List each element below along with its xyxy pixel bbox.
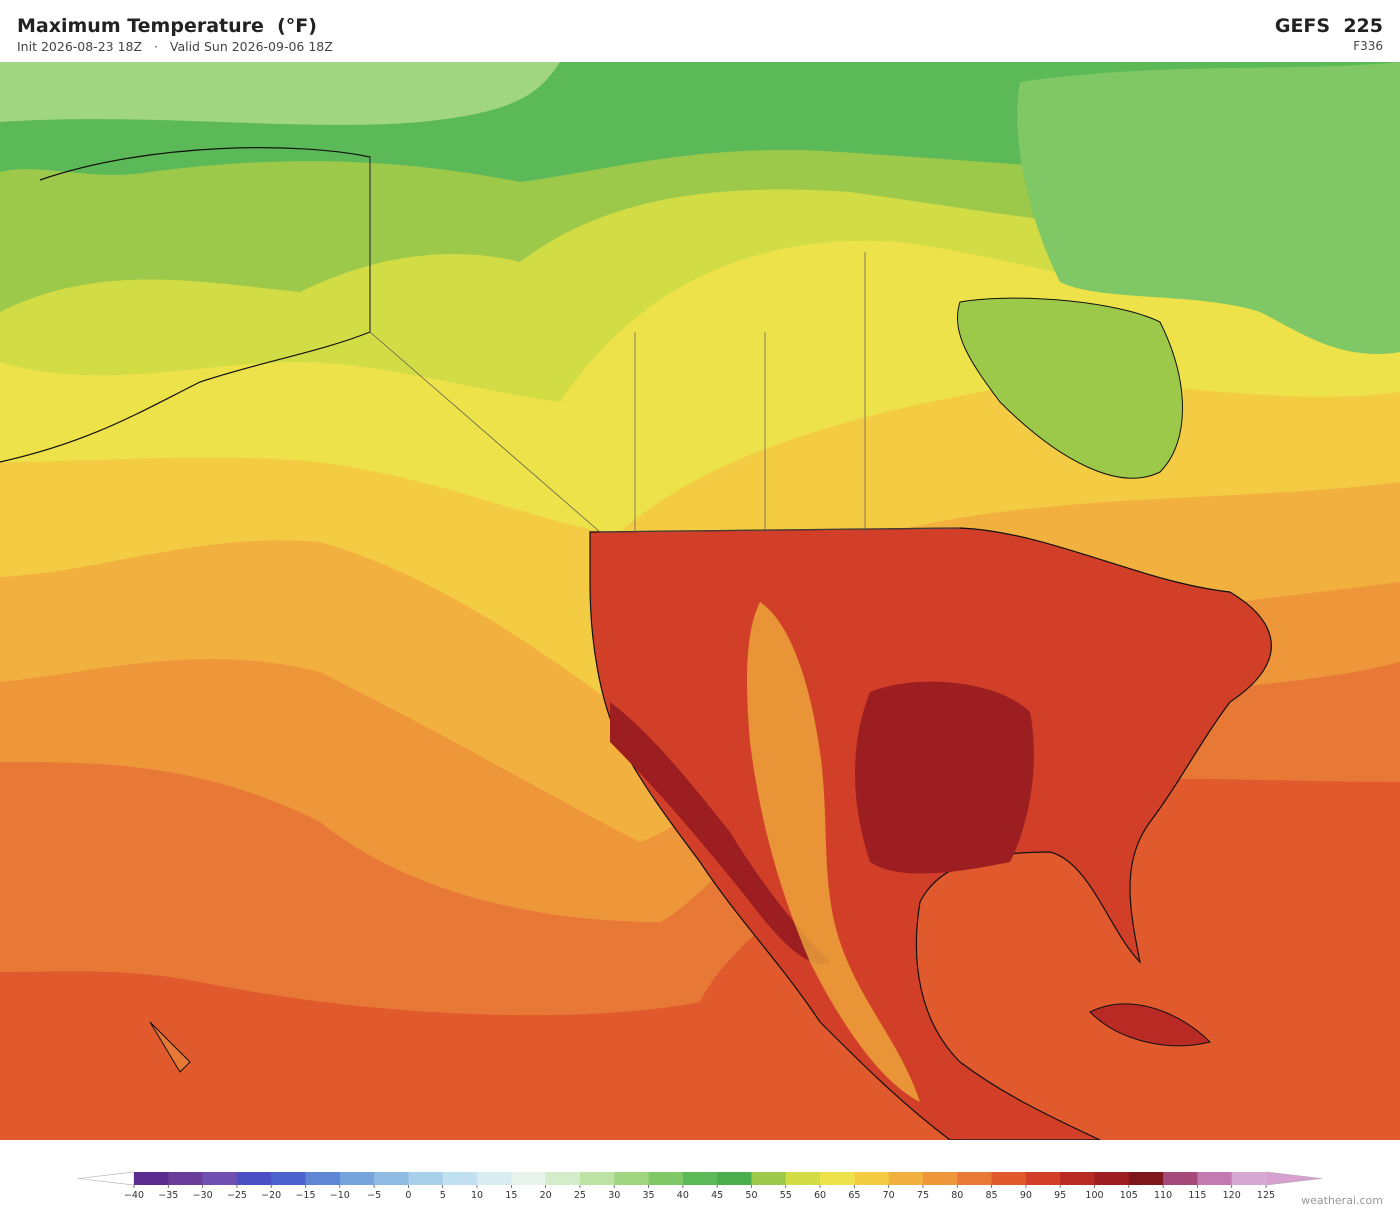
colorbar-segment — [682, 1172, 718, 1185]
colorbar-segment — [785, 1172, 821, 1185]
tick-label: 70 — [883, 1190, 895, 1201]
colorbar-segment — [888, 1172, 924, 1185]
colorbar-segment — [236, 1172, 272, 1185]
tick-label: 80 — [951, 1190, 963, 1201]
tick-label: 95 — [1054, 1190, 1066, 1201]
colorbar-segment — [511, 1172, 547, 1185]
colorbar-segment — [477, 1172, 512, 1185]
colorbar-segment — [991, 1172, 1027, 1185]
colorbar-segment — [1025, 1172, 1061, 1185]
tick-label: 65 — [848, 1190, 860, 1201]
tick-label: −30 — [193, 1190, 213, 1201]
tick-label: −25 — [227, 1190, 247, 1201]
tick-label: 25 — [574, 1190, 586, 1201]
tick-label: 45 — [711, 1190, 723, 1201]
colorbar-segment — [1094, 1172, 1130, 1185]
colorbar-segment — [442, 1172, 478, 1185]
colorbar-over — [1265, 1171, 1323, 1186]
hudson-bay — [956, 297, 1183, 479]
map-title: Maximum Temperature (°F) — [17, 15, 317, 37]
field — [855, 681, 1034, 874]
colorbar-segment — [922, 1172, 958, 1185]
tick-label: 35 — [642, 1190, 654, 1201]
colorbar-segment — [614, 1172, 650, 1185]
colorbar-segment — [957, 1172, 993, 1185]
tick-label: 20 — [540, 1190, 552, 1201]
tick-label: 105 — [1120, 1190, 1138, 1201]
colorbar-segment — [579, 1172, 615, 1185]
colorbar-segment — [202, 1172, 238, 1185]
tick-label: 10 — [471, 1190, 483, 1201]
tick-label: 75 — [917, 1190, 929, 1201]
coastline — [0, 147, 371, 463]
subtitle: Init 2026-08-23 18Z · Valid Sun 2026-09-… — [17, 39, 333, 54]
colorbar: −40 −35 −30 −25 −20 −15 −10 −5 0 5 10 15 20 25 30 35 40 4… — [77, 1171, 1323, 1201]
tick-label: −10 — [330, 1190, 350, 1201]
colorbar-segment — [271, 1172, 307, 1185]
tick-label: 100 — [1085, 1190, 1103, 1201]
colorbar-segment — [1128, 1172, 1164, 1185]
colorbar-segment — [305, 1172, 341, 1185]
tick-label: 120 — [1223, 1190, 1241, 1201]
tick-label: 30 — [608, 1190, 620, 1201]
tick-label: 5 — [440, 1190, 446, 1201]
init-time: Init 2026-08-23 18Z — [17, 39, 143, 54]
tick-label: 0 — [405, 1190, 411, 1201]
colorbar-segment — [717, 1172, 752, 1185]
forecast-hour: F336 — [1353, 39, 1383, 53]
tick-label: 85 — [986, 1190, 998, 1201]
tick-label: 15 — [505, 1190, 517, 1201]
colorbar-segment — [339, 1172, 375, 1185]
colorbar-segment — [168, 1172, 204, 1185]
tick-label: 55 — [780, 1190, 792, 1201]
valid-time: Valid Sun 2026-09-06 18Z — [169, 39, 333, 54]
tick-label: −5 — [367, 1190, 381, 1201]
island — [1089, 1003, 1211, 1047]
field — [747, 602, 920, 1102]
tick-label: 125 — [1257, 1190, 1275, 1201]
tick-label: −35 — [158, 1190, 178, 1201]
colorbar-segment — [820, 1172, 855, 1185]
tick-label: −20 — [261, 1190, 281, 1201]
colorbar-under — [77, 1171, 135, 1186]
colorbar-segment — [1163, 1172, 1198, 1185]
colorbar-segment — [545, 1172, 581, 1185]
tick-label: 110 — [1154, 1190, 1172, 1201]
colorbar-segment — [1231, 1172, 1267, 1185]
colorbar-segment — [648, 1172, 684, 1185]
tick-label: 50 — [745, 1190, 757, 1201]
tick-label: 60 — [814, 1190, 826, 1201]
model-name: GEFS 225 — [1274, 15, 1383, 37]
temperature-map — [0, 62, 1400, 1140]
credit: weatherai.com — [1301, 1194, 1383, 1207]
colorbar-segment — [374, 1172, 409, 1185]
tick-label: 115 — [1188, 1190, 1206, 1201]
field — [1017, 62, 1400, 354]
border — [369, 157, 961, 533]
colorbar-segment — [751, 1172, 787, 1185]
colorbar-segment — [854, 1172, 890, 1185]
island — [149, 1021, 191, 1073]
colorbar-segment — [408, 1172, 444, 1185]
tick-label: 90 — [1020, 1190, 1032, 1201]
colorbar-segment — [134, 1172, 169, 1185]
field — [0, 62, 560, 125]
tick-label: −40 — [124, 1190, 144, 1201]
tick-label: 40 — [677, 1190, 689, 1201]
colorbar-segment — [1197, 1172, 1233, 1185]
tick-label: −15 — [295, 1190, 315, 1201]
field — [610, 702, 830, 964]
colorbar-segment — [1060, 1172, 1095, 1185]
